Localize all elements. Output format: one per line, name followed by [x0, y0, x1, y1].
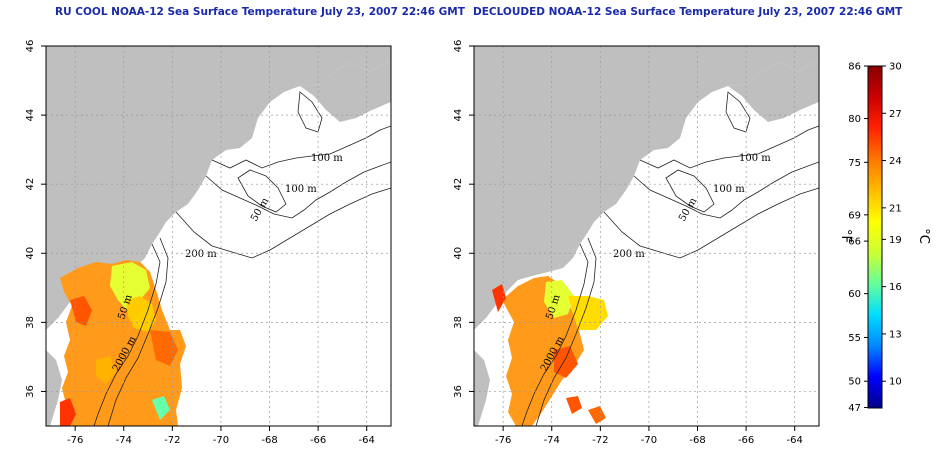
lon-tick-label: -64: [359, 435, 375, 446]
celsius-tick-label: 30: [889, 62, 902, 73]
lat-tick-label: 38: [453, 316, 464, 329]
lon-tick-label: -74: [116, 435, 132, 446]
right-panel-title: DECLOUDED NOAA-12 Sea Surface Temperatur…: [473, 6, 903, 18]
lon-tick-label: -66: [738, 435, 754, 446]
celsius-tick-label: 10: [889, 377, 902, 388]
fahrenheit-tick-label: 80: [848, 114, 861, 125]
lon-tick-label: -68: [261, 435, 277, 446]
lon-tick-label: -64: [787, 435, 803, 446]
sst-overlay: [60, 260, 186, 426]
left-map-panel: 100 m 100 m 50 m 200 m 50 m 2000 m -76 -7…: [25, 40, 392, 446]
lon-tick-label: -66: [310, 435, 326, 446]
celsius-unit-label: °C: [916, 228, 931, 244]
right-map-panel: 100 m 100 m 50 m 200 m 50 m 2000 m -76 -7…: [453, 40, 820, 446]
celsius-tick-label: 27: [889, 109, 902, 120]
lat-tick-label: 36: [453, 385, 464, 398]
lat-tick-label: 42: [25, 178, 36, 191]
fahrenheit-tick-label: 75: [848, 158, 861, 169]
lon-tick-label: -70: [213, 435, 229, 446]
fahrenheit-tick-label: 47: [848, 403, 861, 414]
fahrenheit-tick-label: 69: [848, 210, 861, 221]
fahrenheit-tick-label: 50: [848, 377, 861, 388]
lat-tick-label: 40: [453, 247, 464, 260]
lat-tick-label: 46: [25, 40, 36, 53]
celsius-tick-label: 13: [889, 329, 902, 340]
left-panel-title: RU COOL NOAA-12 Sea Surface Temperature …: [55, 6, 465, 18]
lat-tick-label: 46: [453, 40, 464, 53]
bathymetry-contours: [521, 91, 819, 426]
graticule: [474, 45, 819, 426]
graticule: [46, 45, 391, 426]
sst-overlay: [492, 276, 608, 426]
celsius-tick-label: 21: [889, 203, 902, 214]
lon-tick-label: -70: [641, 435, 657, 446]
axis-ticks: -76 -74 -72 -70 -68 -66 -64 36 38 40 42 44 46: [453, 40, 803, 446]
contour-label: 200 m: [613, 249, 645, 260]
colorbar-gradient: [867, 65, 883, 409]
fahrenheit-tick-label: 86: [848, 62, 861, 73]
temperature-colorbar: 86 80 75 69 66 60 55 50 47 30 27 24 21 19 16 13 10 °F °C: [838, 62, 931, 414]
lat-tick-label: 44: [25, 109, 36, 122]
contour-label: 100 m: [739, 153, 771, 164]
celsius-tick-label: 19: [889, 235, 902, 246]
lon-tick-label: -74: [544, 435, 560, 446]
fahrenheit-tick-label: 55: [848, 333, 861, 344]
celsius-tick-label: 16: [889, 282, 902, 293]
lon-tick-label: -76: [67, 435, 83, 446]
lon-tick-label: -68: [689, 435, 705, 446]
axis-ticks: -76 -74 -72 -70 -68 -66 -64 36 38 40 42 44 46: [25, 40, 375, 446]
lat-tick-label: 42: [453, 178, 464, 191]
fahrenheit-tick-label: 66: [848, 237, 861, 248]
fahrenheit-tick-label: 60: [848, 289, 861, 300]
land-mass: [474, 46, 819, 426]
celsius-tick-label: 24: [889, 156, 902, 167]
lon-tick-label: -76: [495, 435, 511, 446]
lon-tick-label: -72: [592, 435, 608, 446]
contour-label: 100 m: [285, 184, 317, 195]
lon-tick-label: -72: [164, 435, 180, 446]
lat-tick-label: 36: [25, 385, 36, 398]
fahrenheit-unit-label: °F: [838, 229, 853, 243]
lat-tick-label: 44: [453, 109, 464, 122]
land-mass: [46, 46, 391, 426]
contour-label: 200 m: [185, 249, 217, 260]
lat-tick-label: 38: [25, 316, 36, 329]
contour-label: 100 m: [311, 153, 343, 164]
contour-label: 100 m: [713, 184, 745, 195]
lat-tick-label: 40: [25, 247, 36, 260]
